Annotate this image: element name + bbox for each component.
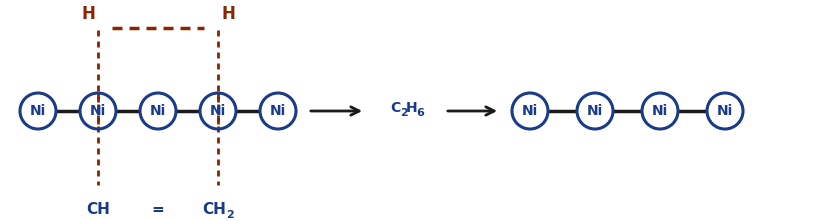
- Text: Ni: Ni: [210, 104, 226, 118]
- Text: Ni: Ni: [717, 104, 733, 118]
- Text: Ni: Ni: [30, 104, 47, 118]
- Text: H: H: [406, 101, 418, 115]
- Text: CH: CH: [202, 202, 226, 217]
- Text: Ni: Ni: [522, 104, 538, 118]
- Text: 6: 6: [416, 108, 424, 118]
- Text: =: =: [152, 202, 164, 217]
- Text: C: C: [390, 101, 401, 115]
- Text: 2: 2: [226, 210, 234, 220]
- Text: H: H: [221, 5, 235, 23]
- Text: CH: CH: [86, 202, 110, 217]
- Text: Ni: Ni: [90, 104, 106, 118]
- Text: Ni: Ni: [587, 104, 603, 118]
- Text: Ni: Ni: [652, 104, 668, 118]
- Text: Ni: Ni: [270, 104, 286, 118]
- Text: 2: 2: [400, 108, 408, 118]
- Text: H: H: [81, 5, 95, 23]
- Text: Ni: Ni: [150, 104, 166, 118]
